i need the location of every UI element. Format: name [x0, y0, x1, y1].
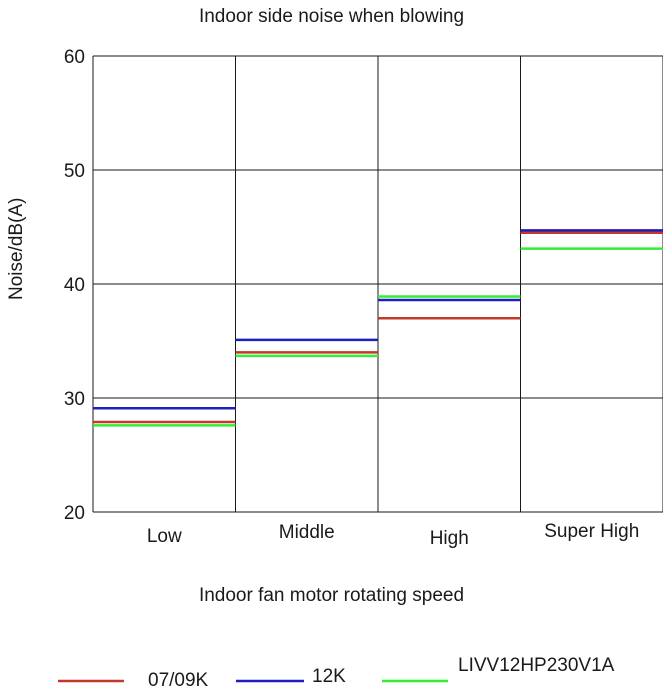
y-tick-label: 20: [64, 503, 85, 524]
x-tick-label: High: [430, 528, 469, 549]
legend-label: LIVV12HP230V1A: [458, 655, 615, 676]
y-tick-label: 40: [64, 275, 85, 296]
legend-label: 07/09K: [148, 670, 209, 691]
y-tick-label: 30: [64, 389, 85, 410]
y-tick-label: 50: [64, 161, 85, 182]
x-tick-label: Middle: [279, 522, 335, 543]
x-tick-label: Low: [147, 526, 182, 547]
chart-title: Indoor side noise when blowing: [198, 6, 465, 27]
x-axis-label: Indoor fan motor rotating speed: [198, 585, 465, 606]
legend-label: 12K: [312, 666, 346, 687]
y-tick-label: 60: [64, 47, 85, 68]
x-tick-label: Super High: [544, 521, 639, 542]
